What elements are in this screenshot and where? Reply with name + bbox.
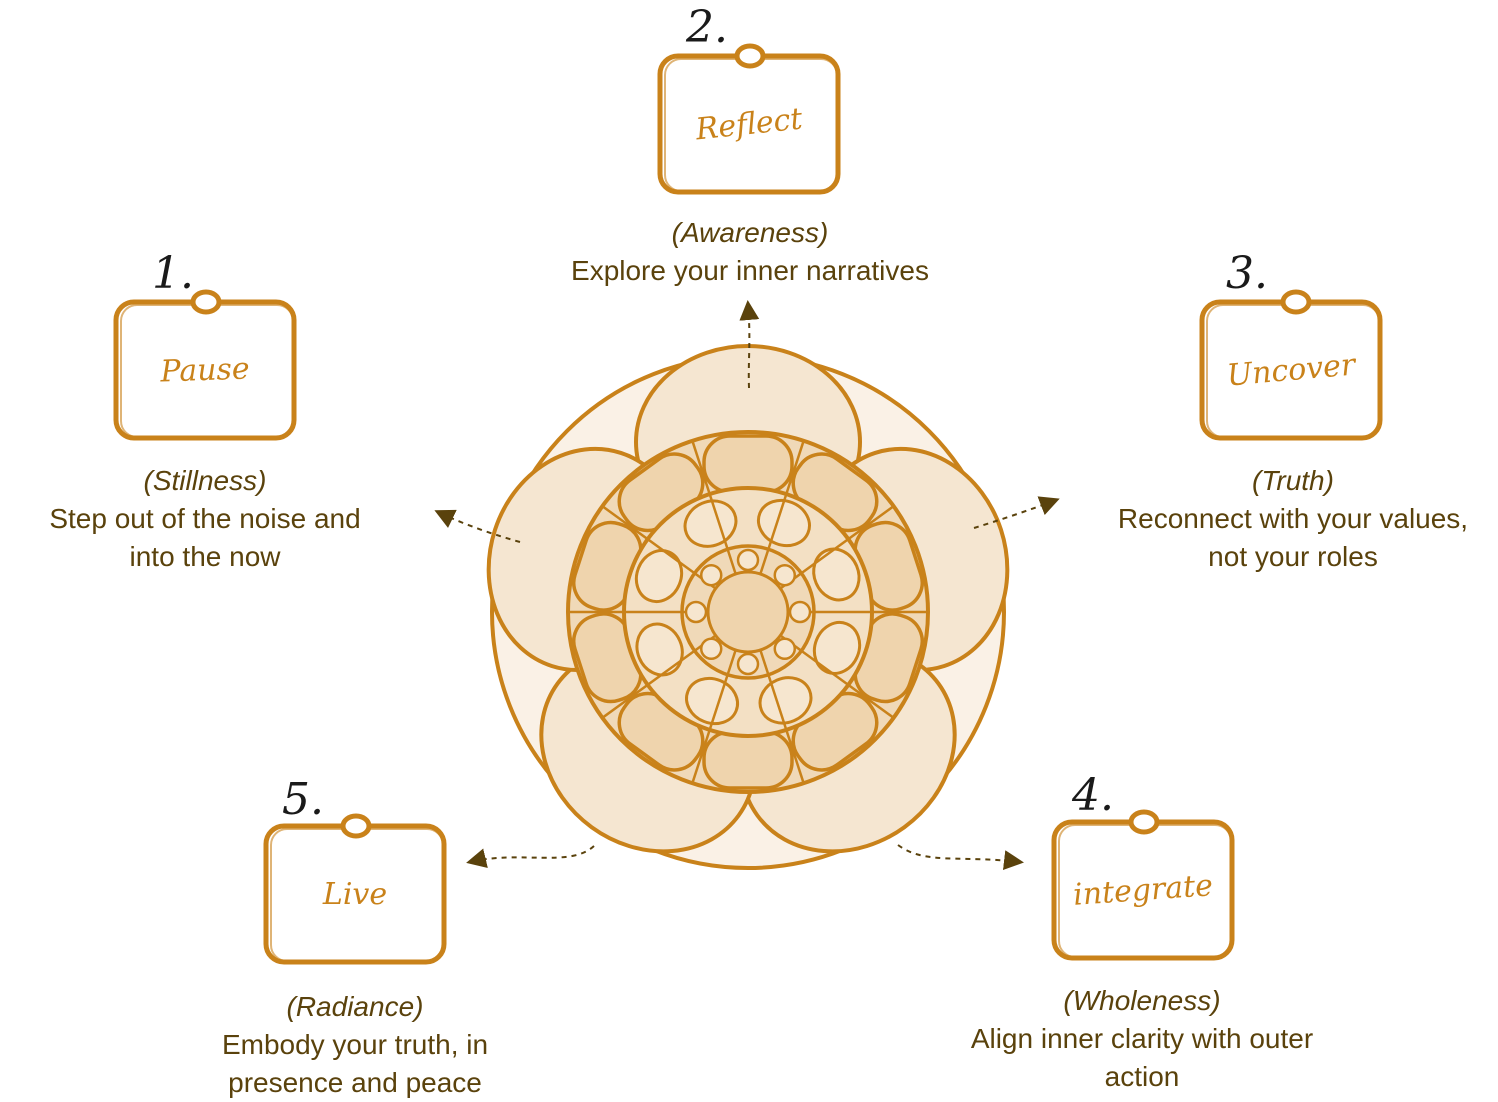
frame-pin <box>1280 289 1312 315</box>
frame-pin <box>1128 809 1160 835</box>
inner-petal <box>635 622 684 677</box>
step-5-description: (Radiance) Embody your truth, in presenc… <box>170 988 540 1102</box>
middle-petal <box>702 730 794 790</box>
step-1-text-line2: into the now <box>129 541 281 572</box>
inner-petals <box>634 498 862 726</box>
step-5-subtitle: (Radiance) <box>286 991 424 1022</box>
arrow-to-pause <box>434 509 521 543</box>
core-petal <box>736 548 760 572</box>
step-5-text-line1: Embody your truth, in <box>221 1029 489 1060</box>
frame-pin <box>190 289 222 315</box>
step-2-frame: Reflect <box>657 43 841 195</box>
arrow-to-reflect <box>739 300 760 389</box>
arrow-to-live <box>466 845 595 869</box>
step-5-text-line2: presence and peace <box>228 1067 482 1098</box>
step-4-text-line1: Align inner clarity with outer <box>970 1023 1314 1054</box>
step-3-text-line1: Reconnect with your values, <box>1117 503 1469 534</box>
inner-petal <box>634 549 684 604</box>
step-frames: Pause Reflect Uncover integrate Live <box>113 43 1383 965</box>
core-petal <box>773 637 797 661</box>
step-4-description: (Wholeness) Align inner clarity with out… <box>932 982 1352 1096</box>
core-petal <box>773 563 797 587</box>
step-3-text-line2: not your roles <box>1208 541 1378 572</box>
inner-petal <box>756 498 811 548</box>
arrows <box>434 300 1060 871</box>
step-2-text-line1: Explore your inner narratives <box>571 255 929 286</box>
step-1-description: (Stillness) Step out of the noise and in… <box>0 462 410 576</box>
core-petal <box>684 600 708 624</box>
step-5-word: Live <box>322 877 387 912</box>
core-petal <box>699 637 723 661</box>
step-4-number: 4. <box>1072 770 1114 821</box>
step-4-frame: integrate <box>1051 809 1235 961</box>
step-1-subtitle: (Stillness) <box>143 465 267 496</box>
inner-petal <box>812 620 862 675</box>
step-2-subtitle: (Awareness) <box>671 217 829 248</box>
arrow-to-uncover <box>973 496 1060 529</box>
step-2-description: (Awareness) Explore your inner narrative… <box>520 214 980 290</box>
inner-petal <box>685 676 740 726</box>
step-1-word: Pause <box>159 351 250 389</box>
core-petal <box>736 652 760 676</box>
frame-pin <box>734 43 766 69</box>
step-3-number: 3. <box>1226 248 1268 299</box>
step-4-text-line2: action <box>1104 1061 1180 1092</box>
mandala <box>486 344 1010 870</box>
mandala-center <box>706 570 790 654</box>
step-1-text-line1: Step out of the noise and <box>49 503 361 534</box>
step-5-frame: Live <box>263 813 447 965</box>
core-petal <box>788 600 812 624</box>
core-petal <box>699 563 723 587</box>
step-1-frame: Pause <box>113 289 297 441</box>
frame-pin <box>340 813 372 839</box>
step-3-description: (Truth) Reconnect with your values, not … <box>1088 462 1498 576</box>
middle-petal <box>702 434 794 494</box>
step-5-number: 5. <box>282 774 324 825</box>
step-3-frame: Uncover <box>1199 289 1383 441</box>
step-2-number: 2. <box>686 2 728 53</box>
step-1-number: 1. <box>152 248 194 299</box>
step-3-subtitle: (Truth) <box>1252 465 1334 496</box>
arrow-to-integrate <box>897 844 1024 871</box>
inner-petal <box>812 547 861 602</box>
step-4-subtitle: (Wholeness) <box>1063 985 1221 1016</box>
